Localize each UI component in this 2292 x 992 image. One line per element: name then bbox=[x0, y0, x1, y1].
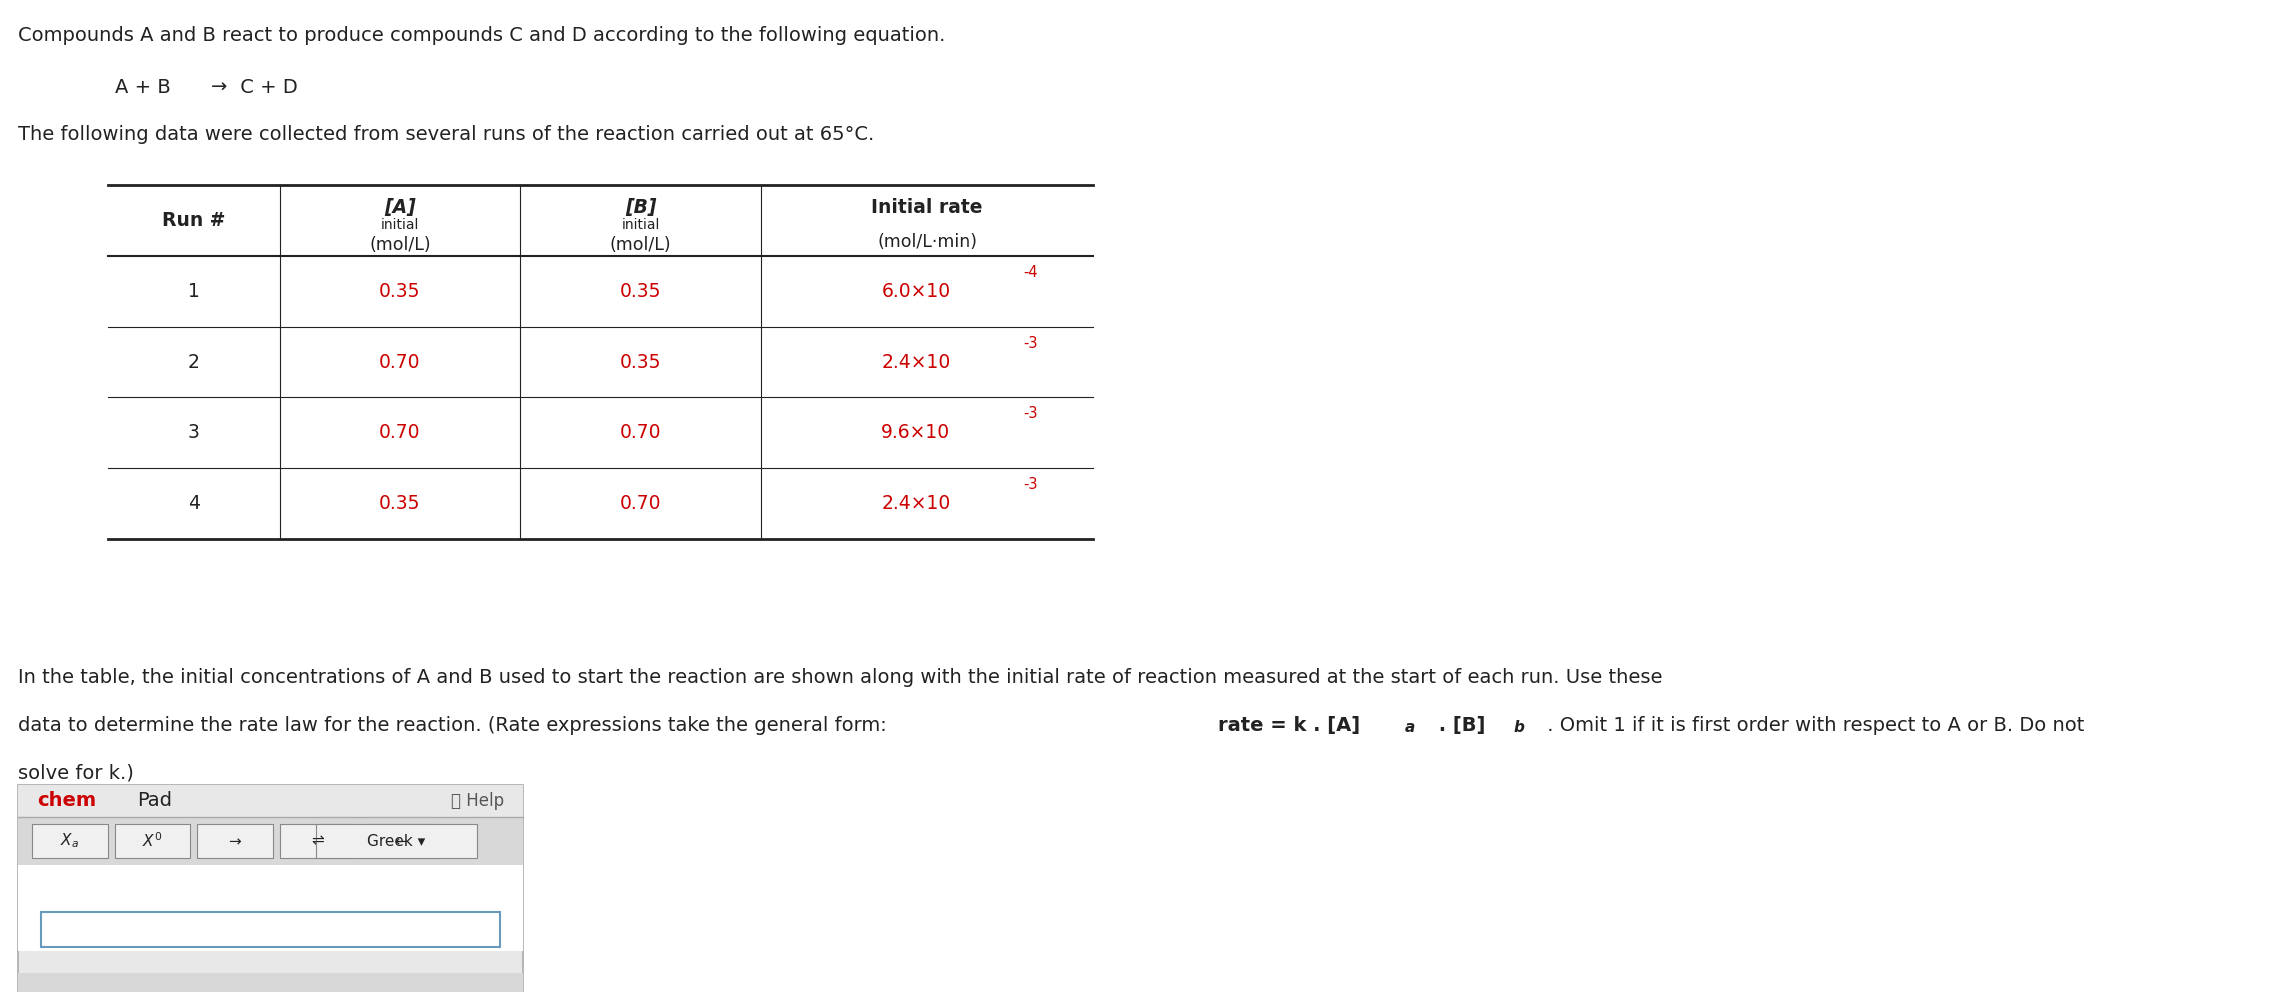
FancyBboxPatch shape bbox=[32, 823, 108, 858]
Text: Initial rate: Initial rate bbox=[871, 198, 983, 217]
Text: -3: -3 bbox=[1022, 335, 1038, 350]
FancyBboxPatch shape bbox=[362, 823, 438, 858]
Text: 0.35: 0.35 bbox=[378, 494, 422, 513]
Text: chem: chem bbox=[37, 792, 96, 810]
Text: 0.70: 0.70 bbox=[619, 494, 662, 513]
Text: 0.35: 0.35 bbox=[619, 352, 662, 372]
Text: initial: initial bbox=[621, 218, 660, 232]
Text: a: a bbox=[1405, 720, 1414, 735]
Text: . [B]: . [B] bbox=[1432, 715, 1485, 735]
FancyBboxPatch shape bbox=[41, 913, 500, 946]
FancyBboxPatch shape bbox=[18, 785, 523, 817]
Text: 0.35: 0.35 bbox=[619, 282, 662, 301]
Text: 1: 1 bbox=[188, 282, 199, 301]
FancyBboxPatch shape bbox=[18, 785, 523, 992]
Text: 4: 4 bbox=[188, 494, 199, 513]
Text: initial: initial bbox=[380, 218, 419, 232]
Text: [B]: [B] bbox=[626, 198, 656, 217]
Text: Pad: Pad bbox=[138, 792, 172, 810]
Text: 9.6×10: 9.6×10 bbox=[880, 424, 951, 442]
Text: In the table, the initial concentrations of A and B used to start the reaction a: In the table, the initial concentrations… bbox=[18, 669, 1662, 687]
Text: $\rightarrow$: $\rightarrow$ bbox=[227, 833, 243, 848]
Text: →: → bbox=[211, 77, 227, 96]
Text: 3: 3 bbox=[188, 424, 199, 442]
FancyBboxPatch shape bbox=[115, 823, 190, 858]
Text: [A]: [A] bbox=[385, 198, 415, 217]
Text: . Omit 1 if it is first order with respect to A or B. Do not: . Omit 1 if it is first order with respe… bbox=[1540, 715, 2083, 735]
Text: $\rightleftharpoons$: $\rightleftharpoons$ bbox=[309, 833, 325, 848]
Bar bbox=[18, 817, 523, 865]
Text: Greek ▾: Greek ▾ bbox=[367, 833, 426, 848]
Text: 2.4×10: 2.4×10 bbox=[880, 352, 951, 372]
Text: data to determine the rate law for the reaction. (Rate expressions take the gene: data to determine the rate law for the r… bbox=[18, 715, 898, 735]
Text: (mol/L): (mol/L) bbox=[610, 236, 672, 254]
Text: $\leftarrow$: $\leftarrow$ bbox=[392, 833, 408, 848]
Text: 2: 2 bbox=[188, 352, 199, 372]
FancyBboxPatch shape bbox=[316, 823, 477, 858]
Text: rate = k . [A]: rate = k . [A] bbox=[1217, 715, 1359, 735]
Text: solve for k.): solve for k.) bbox=[18, 763, 135, 782]
Text: -3: -3 bbox=[1022, 407, 1038, 422]
Text: (mol/L·min): (mol/L·min) bbox=[878, 233, 976, 251]
Text: -3: -3 bbox=[1022, 477, 1038, 492]
Text: -4: -4 bbox=[1022, 265, 1038, 280]
Text: 0.70: 0.70 bbox=[378, 424, 422, 442]
Text: 2.4×10: 2.4×10 bbox=[880, 494, 951, 513]
FancyBboxPatch shape bbox=[197, 823, 273, 858]
Bar bbox=[18, 972, 523, 992]
Text: b: b bbox=[1513, 720, 1524, 735]
Text: $X_a$: $X_a$ bbox=[60, 831, 80, 850]
Text: 0.70: 0.70 bbox=[619, 424, 662, 442]
Bar bbox=[18, 865, 523, 951]
Text: The following data were collected from several runs of the reaction carried out : The following data were collected from s… bbox=[18, 125, 876, 144]
Text: (mol/L): (mol/L) bbox=[369, 236, 431, 254]
Text: 0.70: 0.70 bbox=[378, 352, 422, 372]
Text: A + B: A + B bbox=[115, 77, 176, 96]
Text: Run #: Run # bbox=[163, 211, 225, 230]
Text: 6.0×10: 6.0×10 bbox=[880, 282, 951, 301]
Text: $X^0$: $X^0$ bbox=[142, 831, 163, 850]
Text: ⓘ Help: ⓘ Help bbox=[452, 792, 504, 809]
Text: C + D: C + D bbox=[234, 77, 298, 96]
FancyBboxPatch shape bbox=[280, 823, 355, 858]
Text: 0.35: 0.35 bbox=[378, 282, 422, 301]
Text: Compounds A and B react to produce compounds C and D according to the following : Compounds A and B react to produce compo… bbox=[18, 26, 947, 45]
